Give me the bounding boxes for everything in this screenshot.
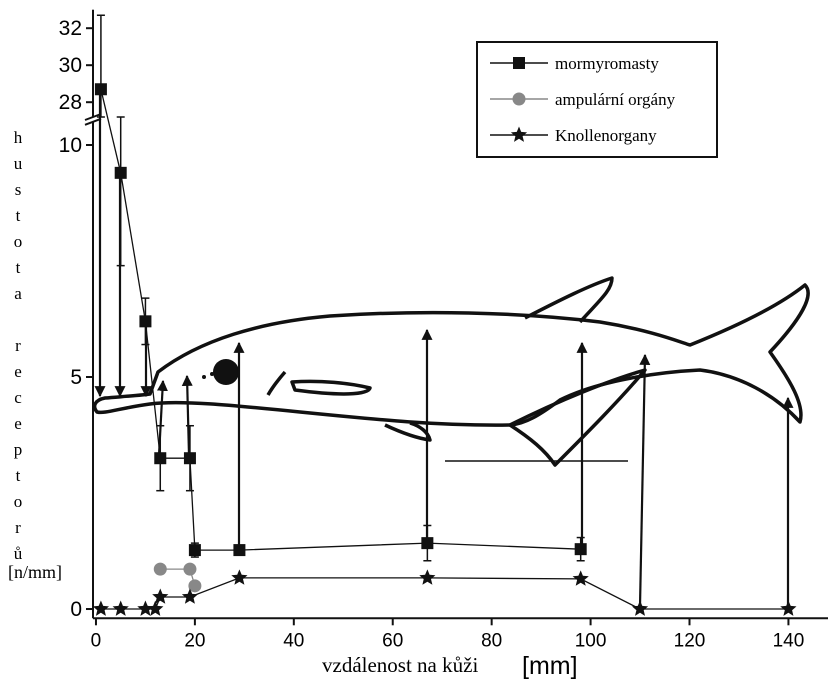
legend-marker <box>510 126 528 142</box>
legend-label: ampulární orgány <box>555 90 676 109</box>
arrow <box>181 374 193 456</box>
y-tick-label: 0 <box>70 598 82 621</box>
legend: mormyromasty ampulární orgány Knollenorgan… <box>490 54 676 145</box>
axis-break <box>84 113 102 121</box>
x-tick-label: 80 <box>481 630 502 651</box>
y-tick-label: 10 <box>59 134 82 157</box>
x-tick-label: 140 <box>773 630 805 651</box>
point <box>421 537 434 550</box>
point <box>137 600 154 616</box>
plot: 0 20 40 60 80 100 120 140 0 5 10 28 30 32 <box>59 9 828 651</box>
point <box>632 600 649 616</box>
y-tick-label: 30 <box>59 54 82 77</box>
y-label: hustota receptorů <box>9 128 28 570</box>
y-unit: [n/mm] <box>8 562 62 582</box>
legend-marker <box>513 57 525 69</box>
anal-fin <box>509 368 647 467</box>
x-unit: [mm] <box>522 652 578 680</box>
x-tick-label: 20 <box>184 630 205 651</box>
y-tick-label: 32 <box>59 17 82 40</box>
point <box>574 543 587 556</box>
arrow <box>638 353 651 607</box>
point <box>147 600 164 616</box>
point <box>94 83 107 96</box>
point <box>154 452 167 465</box>
fish-body <box>92 283 810 427</box>
point <box>233 544 246 557</box>
point <box>183 562 197 576</box>
point <box>92 600 109 616</box>
x-label: vzdálenost na kůži <box>322 653 478 677</box>
x-tick-label: 100 <box>575 630 607 651</box>
x-tick-label: 0 <box>91 630 102 651</box>
point <box>188 544 201 557</box>
legend-marker <box>512 92 526 106</box>
point <box>152 588 169 604</box>
legend-label: mormyromasty <box>555 54 659 73</box>
point <box>112 600 129 616</box>
point <box>188 579 202 593</box>
point <box>419 569 436 585</box>
series-line <box>100 577 789 610</box>
axis-break <box>84 117 102 126</box>
series-line <box>100 89 581 551</box>
point <box>780 600 797 616</box>
fish-dot <box>210 372 214 376</box>
fish-drawing <box>92 276 810 467</box>
x-tick-label: 60 <box>382 630 403 651</box>
y-tick-label: 5 <box>70 366 82 389</box>
arrows <box>94 95 794 607</box>
point <box>231 569 248 585</box>
y-tick-label: 28 <box>59 91 82 114</box>
pelvic-fin <box>384 421 432 442</box>
point <box>181 588 198 604</box>
point <box>572 570 589 586</box>
x-tick-label: 40 <box>283 630 304 651</box>
fish-dot <box>202 375 206 379</box>
legend-label: Knollenorgany <box>555 126 657 145</box>
dorsal-fin <box>524 276 614 324</box>
point <box>153 562 167 576</box>
error-bar <box>96 14 105 118</box>
error-bar <box>116 116 125 267</box>
pectoral-fin <box>290 379 372 396</box>
point <box>139 315 152 328</box>
point <box>114 166 127 179</box>
fish-eye <box>213 359 239 385</box>
gill-line <box>266 370 287 396</box>
x-tick-label: 120 <box>674 630 706 651</box>
point <box>183 452 196 465</box>
